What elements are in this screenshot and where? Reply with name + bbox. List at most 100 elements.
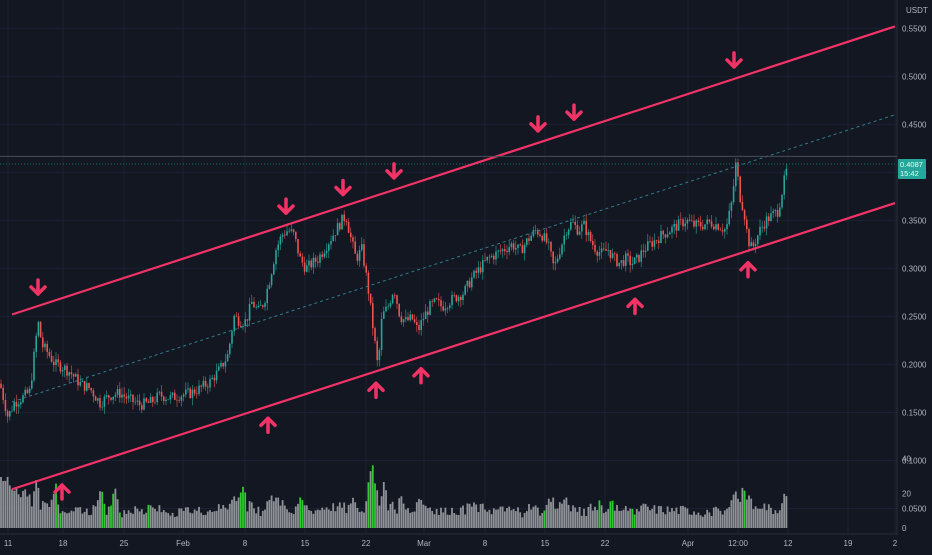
candle-body (688, 219, 691, 221)
candle-body (365, 265, 367, 273)
volume-bar (734, 491, 737, 528)
volume-bar (638, 511, 640, 528)
candle-body (539, 234, 541, 236)
volume-bar (343, 502, 346, 528)
candle-body (156, 392, 158, 403)
regression-channel[interactable] (11, 25, 896, 491)
volume-bar (514, 511, 517, 528)
volume-bar (369, 471, 372, 528)
candle-body (457, 296, 460, 302)
volume-bar (752, 509, 755, 528)
last-price-value: 0.4087 (900, 160, 923, 169)
candle-body (222, 362, 224, 367)
candle-body (763, 226, 766, 229)
candle-body (332, 235, 334, 241)
volume-bar (701, 516, 704, 528)
candle-body (57, 359, 59, 363)
volume-bar (468, 503, 471, 528)
candle-body (512, 243, 515, 250)
time-tick-label: 2 (893, 539, 898, 548)
volume-bar (294, 506, 297, 528)
candle-body (363, 244, 365, 266)
volume-bar (88, 515, 90, 528)
candle-body (314, 257, 317, 262)
candle-body (710, 221, 713, 227)
candle-body (308, 260, 310, 266)
volume-bar (206, 511, 209, 528)
candle-body (378, 350, 381, 361)
volume-bar (277, 497, 280, 528)
volume-bar (90, 514, 93, 528)
candle-body (86, 383, 88, 391)
candle-body (684, 223, 686, 227)
volume-bar (728, 507, 731, 528)
candle-body (556, 258, 559, 262)
volume-bar (182, 510, 185, 528)
candle-body (182, 394, 185, 397)
price-axis[interactable] (898, 0, 932, 550)
candle-body (231, 331, 233, 344)
candle-body (754, 244, 757, 247)
volume-bar (0, 476, 2, 528)
candle-body (138, 400, 141, 406)
volume-bar (481, 503, 484, 528)
volume-bar (15, 488, 18, 528)
volume-bar (327, 509, 330, 528)
volume-bar (569, 511, 572, 528)
candle-body (473, 270, 475, 278)
volume-bar (402, 503, 405, 528)
volume-bar (426, 508, 429, 528)
volume-bar (33, 491, 35, 528)
volume-bar (330, 510, 332, 528)
candle-body (739, 176, 741, 202)
volume-bar (312, 513, 315, 528)
candle-body (622, 260, 625, 266)
volume-bar (594, 506, 596, 528)
candle-body (264, 303, 266, 307)
candle-body (53, 361, 55, 366)
candle-body (460, 296, 462, 301)
candle-body (543, 233, 546, 241)
volume-bar (479, 503, 482, 528)
candle-body (442, 306, 444, 311)
candle-body (515, 247, 517, 250)
candle-body (444, 308, 447, 311)
candle-body (627, 253, 629, 256)
volume-bar (567, 504, 570, 528)
channel-lower-line (11, 202, 896, 491)
candle-body (389, 303, 392, 307)
volume-bar (125, 513, 128, 528)
candle-body (97, 398, 99, 401)
volume-bar (558, 502, 561, 528)
candle-body (400, 316, 403, 323)
candle-body (292, 229, 295, 232)
candle-body (563, 235, 565, 245)
candle-body (213, 377, 216, 381)
volume-axis-labels: 40 20 0 (902, 455, 911, 533)
volume-bar (349, 503, 352, 528)
candle-body (33, 351, 35, 381)
candle-body (708, 219, 711, 222)
candle-body (119, 389, 121, 398)
candle-body (765, 216, 768, 229)
candle-body (495, 251, 497, 260)
volume-bar (8, 485, 11, 528)
time-axis[interactable] (0, 535, 932, 550)
candle-body (347, 221, 350, 233)
volume-bar (288, 512, 291, 528)
volume-bar (684, 507, 687, 528)
volume-bar (123, 510, 126, 528)
volume-bar (52, 493, 55, 528)
candle-body (519, 244, 521, 246)
volume-bar (462, 505, 464, 528)
arrow-head (29, 285, 47, 296)
candle-body (374, 328, 376, 342)
volume-bar (690, 514, 693, 528)
candle-body (281, 234, 284, 237)
candle-body (396, 295, 398, 304)
volume-bar (195, 510, 198, 528)
candle-body (226, 354, 229, 362)
volume-bar (114, 488, 117, 528)
